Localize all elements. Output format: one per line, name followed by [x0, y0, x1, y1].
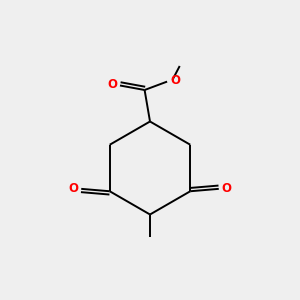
Text: O: O: [107, 78, 117, 91]
Text: O: O: [68, 182, 78, 195]
Text: O: O: [170, 74, 180, 87]
Text: O: O: [222, 182, 232, 195]
